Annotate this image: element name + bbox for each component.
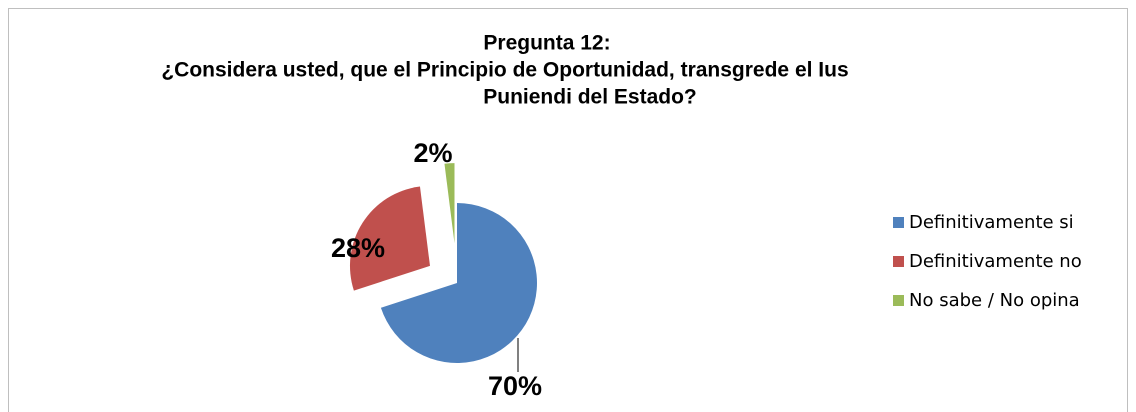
chart-border (8, 8, 1128, 412)
legend-swatch (893, 256, 904, 267)
data-label: 70% (488, 371, 542, 401)
legend-label: No sabe / No opina (909, 290, 1080, 311)
legend-label: Definitivamente si (909, 212, 1074, 233)
pie-slice (349, 186, 430, 291)
legend-label: Definitivamente no (909, 251, 1082, 272)
legend-swatch (893, 217, 904, 228)
data-label: 2% (413, 138, 452, 168)
pie-slice (380, 203, 537, 364)
data-label: 28% (331, 233, 385, 263)
chart-title: ¿Considera usted, que el Principio de Op… (161, 59, 848, 82)
legend-swatch (893, 295, 904, 306)
chart-title: Puniendi del Estado? (483, 86, 697, 109)
pie-slice (444, 163, 455, 244)
chart-title: Pregunta 12: (483, 32, 610, 55)
